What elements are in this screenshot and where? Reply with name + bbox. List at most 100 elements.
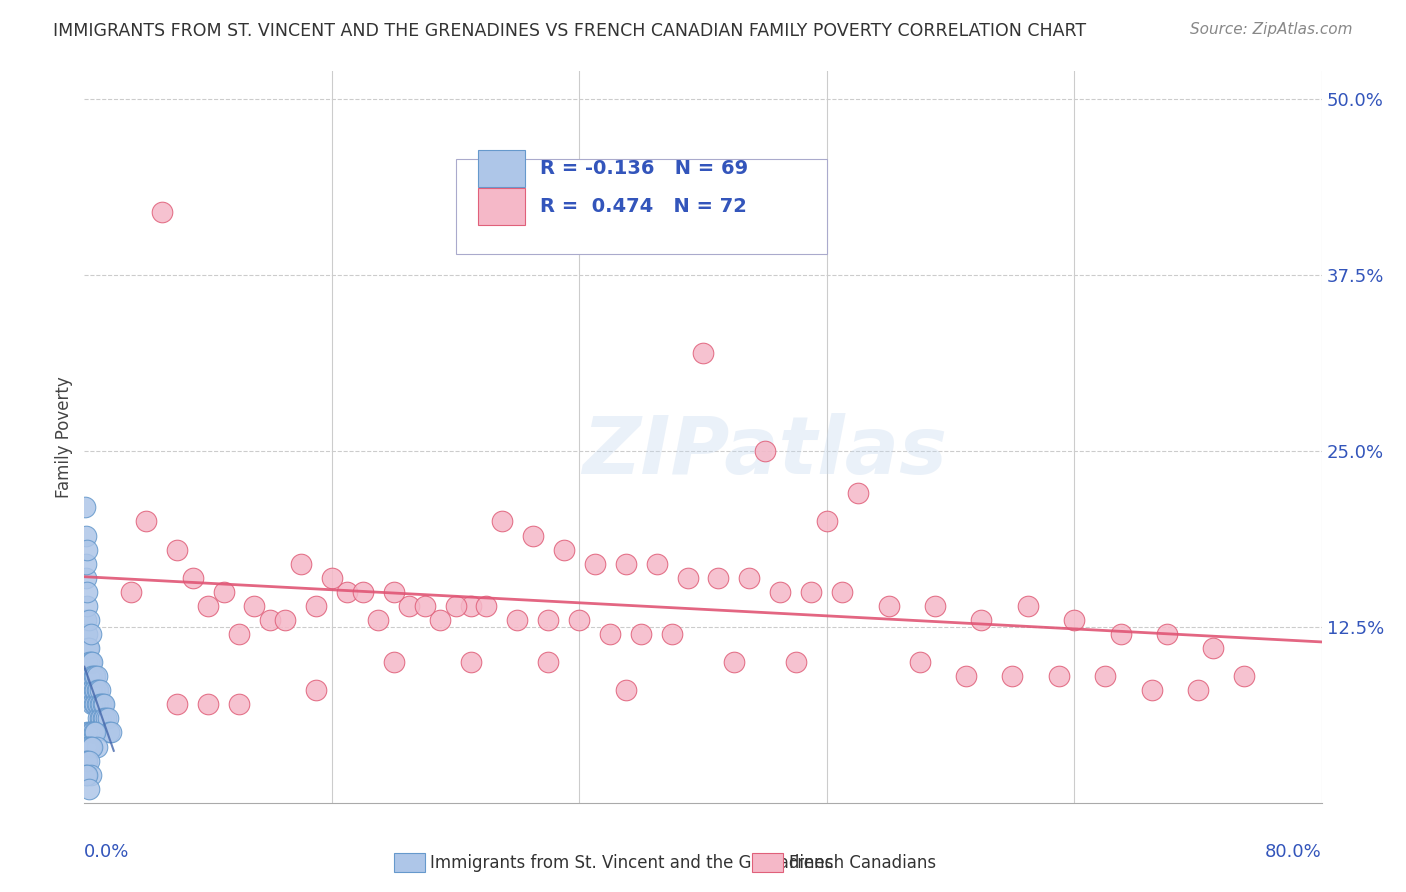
Point — [86, 669, 108, 683]
Text: R = -0.136   N = 69: R = -0.136 N = 69 — [540, 159, 748, 178]
Point — [800, 584, 823, 599]
Point — [82, 725, 104, 739]
Point — [506, 613, 529, 627]
Point — [79, 627, 101, 641]
Point — [83, 725, 105, 739]
Point — [583, 557, 606, 571]
Point — [228, 627, 250, 641]
Point — [75, 739, 97, 754]
Point — [491, 515, 513, 529]
Point — [89, 698, 111, 712]
FancyBboxPatch shape — [456, 159, 827, 254]
Point — [93, 711, 115, 725]
Point — [1063, 613, 1085, 627]
Point — [367, 613, 389, 627]
Point — [84, 725, 107, 739]
Point — [877, 599, 900, 613]
Point — [460, 599, 482, 613]
Point — [84, 683, 107, 698]
Point — [599, 627, 621, 641]
Point — [77, 725, 100, 739]
Point — [90, 698, 112, 712]
Point — [75, 613, 97, 627]
Point — [84, 698, 107, 712]
Point — [76, 627, 98, 641]
Point — [94, 711, 117, 725]
Point — [382, 584, 405, 599]
Point — [135, 515, 157, 529]
Text: 0.0%: 0.0% — [84, 843, 129, 861]
Point — [614, 557, 637, 571]
Point — [723, 655, 745, 669]
Point — [77, 754, 100, 768]
Point — [321, 571, 343, 585]
Point — [738, 571, 761, 585]
Point — [754, 444, 776, 458]
Point — [475, 599, 498, 613]
Point — [120, 584, 142, 599]
Point — [197, 599, 219, 613]
Point — [76, 599, 98, 613]
Point — [79, 683, 101, 698]
Text: Source: ZipAtlas.com: Source: ZipAtlas.com — [1189, 22, 1353, 37]
Point — [82, 739, 104, 754]
Point — [77, 781, 100, 796]
Point — [82, 655, 104, 669]
Point — [82, 683, 104, 698]
Point — [568, 613, 591, 627]
Point — [274, 613, 297, 627]
Point — [75, 528, 97, 542]
Point — [77, 683, 100, 698]
Point — [86, 739, 108, 754]
Point — [90, 711, 112, 725]
Text: French Canadians: French Canadians — [789, 854, 936, 871]
Point — [1140, 683, 1163, 698]
Point — [259, 613, 281, 627]
Point — [1187, 683, 1209, 698]
Point — [87, 683, 110, 698]
Point — [212, 584, 235, 599]
Bar — [478, 188, 524, 225]
Point — [1109, 627, 1132, 641]
Point — [75, 500, 97, 515]
Point — [76, 655, 98, 669]
Point — [785, 655, 807, 669]
Point — [460, 655, 482, 669]
Point — [82, 698, 104, 712]
Point — [1047, 669, 1070, 683]
Point — [83, 669, 105, 683]
Point — [79, 767, 101, 781]
Point — [100, 725, 122, 739]
Point — [831, 584, 853, 599]
Point — [76, 584, 98, 599]
Point — [77, 739, 100, 754]
Point — [77, 655, 100, 669]
Point — [444, 599, 467, 613]
Point — [537, 655, 560, 669]
Point — [398, 599, 420, 613]
Point — [79, 655, 101, 669]
Point — [661, 627, 683, 641]
Point — [692, 345, 714, 359]
Point — [93, 698, 115, 712]
Point — [846, 486, 869, 500]
Point — [769, 584, 792, 599]
Point — [77, 669, 100, 683]
Point — [553, 542, 575, 557]
Point — [382, 655, 405, 669]
Point — [429, 613, 451, 627]
Point — [77, 613, 100, 627]
Point — [77, 641, 100, 656]
Point — [87, 711, 110, 725]
Point — [1156, 627, 1178, 641]
Point — [76, 767, 98, 781]
Point — [336, 584, 359, 599]
Point — [522, 528, 544, 542]
Point — [150, 205, 173, 219]
Point — [91, 711, 114, 725]
Text: R =  0.474   N = 72: R = 0.474 N = 72 — [540, 197, 747, 216]
Point — [89, 683, 111, 698]
Point — [76, 754, 98, 768]
Point — [166, 698, 188, 712]
Point — [77, 641, 100, 656]
